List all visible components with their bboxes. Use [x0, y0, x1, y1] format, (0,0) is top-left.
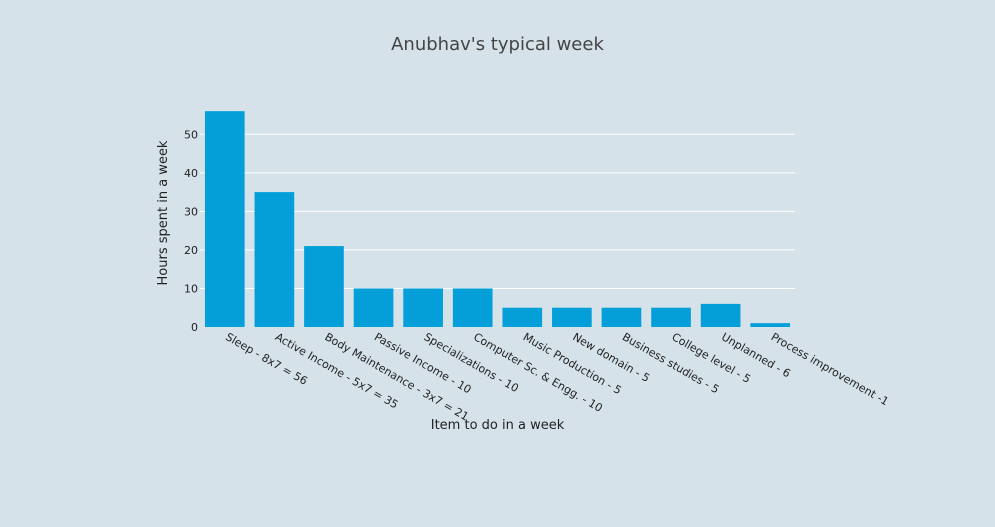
bar[interactable]	[651, 307, 691, 327]
y-tick-label: 10	[184, 282, 198, 295]
y-axis-title: Hours spent in a week	[156, 140, 171, 285]
bar[interactable]	[403, 288, 443, 327]
y-tick-label: 0	[191, 321, 198, 334]
bar[interactable]	[750, 323, 791, 327]
bar[interactable]	[353, 288, 394, 327]
x-axis-title: Item to do in a week	[431, 418, 565, 433]
bar[interactable]	[502, 307, 543, 327]
bar[interactable]	[552, 307, 592, 327]
y-tick-label: 20	[184, 244, 198, 257]
y-tick-label: 50	[184, 128, 198, 141]
bar[interactable]	[452, 288, 493, 327]
bar[interactable]	[204, 111, 245, 327]
bar-layer	[204, 111, 791, 327]
y-tick-label: 30	[184, 205, 198, 218]
bar[interactable]	[601, 307, 642, 327]
y-tick-layer: 0 10 20 30 40 50	[184, 128, 198, 334]
chart-title: Anubhav's typical week	[391, 34, 604, 55]
bar[interactable]	[254, 192, 295, 327]
grid-layer	[200, 133, 795, 289]
y-tick-label: 40	[184, 167, 198, 180]
bar[interactable]	[304, 246, 344, 327]
bar[interactable]	[700, 303, 741, 327]
